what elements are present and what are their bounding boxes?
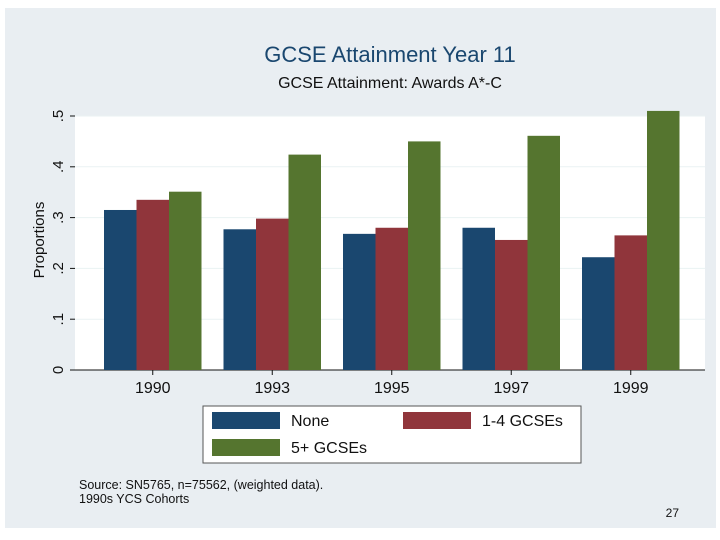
source-note: Source: SN5765, n=75562, (weighted data)…	[79, 478, 323, 506]
bar-1999-none	[582, 257, 615, 370]
bar-1990-5-gcses	[169, 191, 202, 370]
bar-1993-1-4-gcses	[256, 218, 289, 370]
y-tick-label-3: .3	[50, 211, 67, 224]
bar-1995-1-4-gcses	[375, 227, 408, 370]
bar-1990-1-4-gcses	[136, 199, 169, 370]
legend-swatch-5-plus-gcses	[212, 439, 280, 456]
x-tick-label-1990: 1990	[135, 380, 171, 397]
y-tick-label-1: .1	[50, 313, 67, 326]
bar-1999-5-gcses	[647, 110, 680, 371]
legend-label-none: None	[291, 413, 329, 430]
x-tick-label-1999: 1999	[613, 380, 649, 397]
y-tick-label-5: .5	[50, 110, 67, 123]
source-line-1: Source: SN5765, n=75562, (weighted data)…	[79, 478, 324, 492]
page-number: 27	[665, 506, 679, 520]
bar-1995-none	[343, 233, 376, 370]
x-tick-label-1997: 1997	[493, 380, 529, 397]
slide-frame: GCSE Attainment Year 11 GCSE Attainment:…	[5, 8, 716, 528]
bar-1990-none	[104, 209, 137, 370]
bar-1999-1-4-gcses	[614, 235, 647, 370]
bar-1997-none	[462, 227, 495, 370]
legend-label-5-plus-gcses: 5+ GCSEs	[291, 440, 367, 457]
chart-subtitle: GCSE Attainment: Awards A*-C	[278, 75, 502, 92]
legend-swatch-1-4-gcses	[403, 412, 471, 429]
legend-swatch-none	[212, 412, 280, 429]
legend-label-1-4-gcses: 1-4 GCSEs	[482, 413, 563, 430]
x-tick-label-1993: 1993	[254, 380, 290, 397]
legend: None 1-4 GCSEs 5+ GCSEs	[202, 405, 582, 464]
chart-panel: GCSE Attainment Year 11 GCSE Attainment:…	[15, 18, 707, 476]
bar-1993-none	[223, 229, 256, 370]
bar-1997-5-gcses	[527, 135, 560, 370]
y-tick-label-0: 0	[50, 366, 67, 374]
y-tick-label-2: .2	[50, 262, 67, 275]
bar-chart: GCSE Attainment Year 11 GCSE Attainment:…	[31, 42, 705, 464]
y-tick-label-4: .4	[50, 161, 67, 174]
bar-1993-5-gcses	[288, 154, 321, 370]
bars	[104, 110, 680, 371]
source-line-2: 1990s YCS Cohorts	[79, 492, 190, 506]
bar-1995-5-gcses	[408, 141, 441, 370]
x-axis-ticks: 1990 1993 1995 1997 1999	[135, 370, 649, 397]
chart-title: GCSE Attainment Year 11	[264, 42, 516, 67]
x-tick-label-1995: 1995	[374, 380, 410, 397]
bar-1997-1-4-gcses	[495, 239, 528, 370]
y-axis-label: Proportions	[31, 202, 48, 279]
